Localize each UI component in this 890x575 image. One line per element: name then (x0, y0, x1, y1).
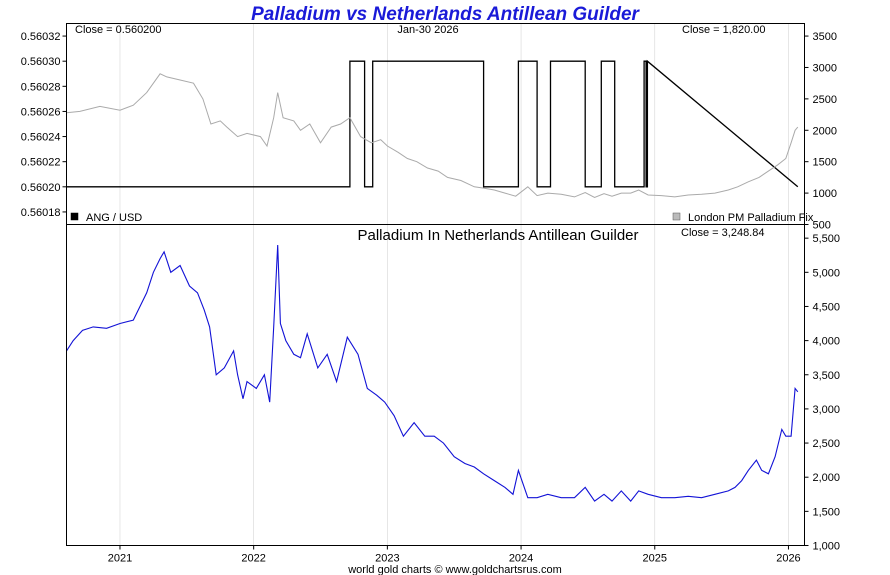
top-panel: 0.56018 0.56020 0.56022 0.56024 0.56026 0.560… (21, 23, 837, 232)
bottom-right-tick-label: 4,500 (813, 301, 841, 313)
top-right-tick-label: 500 (813, 220, 831, 232)
top-right-tick-label: 3000 (813, 62, 837, 74)
top-right-tick-label: 2500 (813, 94, 837, 106)
top-series-line (66, 59, 799, 188)
top-right-tick-label: 2000 (813, 125, 837, 137)
top-left-axis: 0.56018 0.56020 0.56022 0.56024 0.56026 0.560… (21, 31, 67, 219)
bottom-right-tick-label: 2,000 (813, 472, 841, 484)
bottom-right-tick-label: 1,500 (813, 506, 841, 518)
bottom-panel-title: Palladium In Netherlands Antillean Guild… (358, 227, 639, 244)
top-left-tick-label: 0.56028 (21, 81, 61, 93)
chart-title: Palladium vs Netherlands Antillean Guild… (251, 4, 640, 25)
top-right-tick-label: 1000 (813, 188, 837, 200)
bottom-x-tick-label: 2023 (375, 553, 399, 565)
bottom-right-tick-label: 5,500 (813, 233, 841, 245)
bottom-x-axis: 2021 2022 2023 2024 2025 2026 (108, 545, 801, 565)
top-close-left: Close = 0.560200 (75, 24, 162, 36)
bottom-x-tick-label: 2024 (509, 553, 533, 565)
top-left-tick-label: 0.56026 (21, 106, 61, 118)
bottom-right-tick-label: 3,000 (813, 404, 841, 416)
bottom-right-tick-label: 4,000 (813, 336, 841, 348)
bottom-gridlines (119, 224, 789, 546)
legend-palladium-fix: London PM Palladium Fix (688, 212, 814, 224)
bottom-right-tick-label: 2,500 (813, 438, 841, 450)
bottom-series-line (66, 244, 799, 502)
bottom-right-axis: 1,000 1,500 2,000 2,500 3,000 3,500 4,000 4,500… (804, 233, 841, 553)
top-left-tick-label: 0.56024 (21, 132, 61, 144)
top-right-axis: 500 1000 1500 2000 2500 3000 3500 (804, 31, 837, 232)
top-left-tick-label: 0.56018 (21, 207, 61, 219)
bottom-close: Close = 3,248.84 (681, 227, 764, 239)
bottom-x-tick-label: 2021 (108, 553, 132, 565)
legend-ang-usd: ANG / USD (86, 212, 142, 224)
top-date: Jan-30 2026 (397, 24, 458, 36)
bottom-right-tick-label: 1,000 (813, 541, 841, 553)
bottom-x-tick-label: 2026 (776, 553, 800, 565)
top-right-tick-label: 3500 (813, 31, 837, 43)
bottom-panel: 1,000 1,500 2,000 2,500 3,000 3,500 4,000 4,500… (66, 224, 841, 565)
legend-ang-usd-marker (70, 212, 79, 221)
top-close-right: Close = 1,820.00 (682, 24, 765, 36)
top-right-tick-label: 1500 (813, 157, 837, 169)
top-left-tick-label: 0.56032 (21, 31, 61, 43)
bottom-x-tick-label: 2022 (241, 553, 265, 565)
bottom-right-tick-label: 5,000 (813, 267, 841, 279)
legend-palladium-fix-marker (672, 212, 681, 221)
footer-credit: world gold charts © www.goldchartsrus.co… (347, 564, 562, 575)
top-series-group (66, 59, 799, 199)
top-left-tick-label: 0.56030 (21, 56, 61, 68)
top-series-line (66, 73, 799, 199)
bottom-x-tick-label: 2025 (643, 553, 667, 565)
bottom-panel-frame (66, 224, 805, 546)
top-left-tick-label: 0.56020 (21, 182, 61, 194)
bottom-series-group (66, 244, 799, 502)
top-left-tick-label: 0.56022 (21, 157, 61, 169)
bottom-right-tick-label: 3,500 (813, 370, 841, 382)
top-gridlines (119, 23, 789, 225)
